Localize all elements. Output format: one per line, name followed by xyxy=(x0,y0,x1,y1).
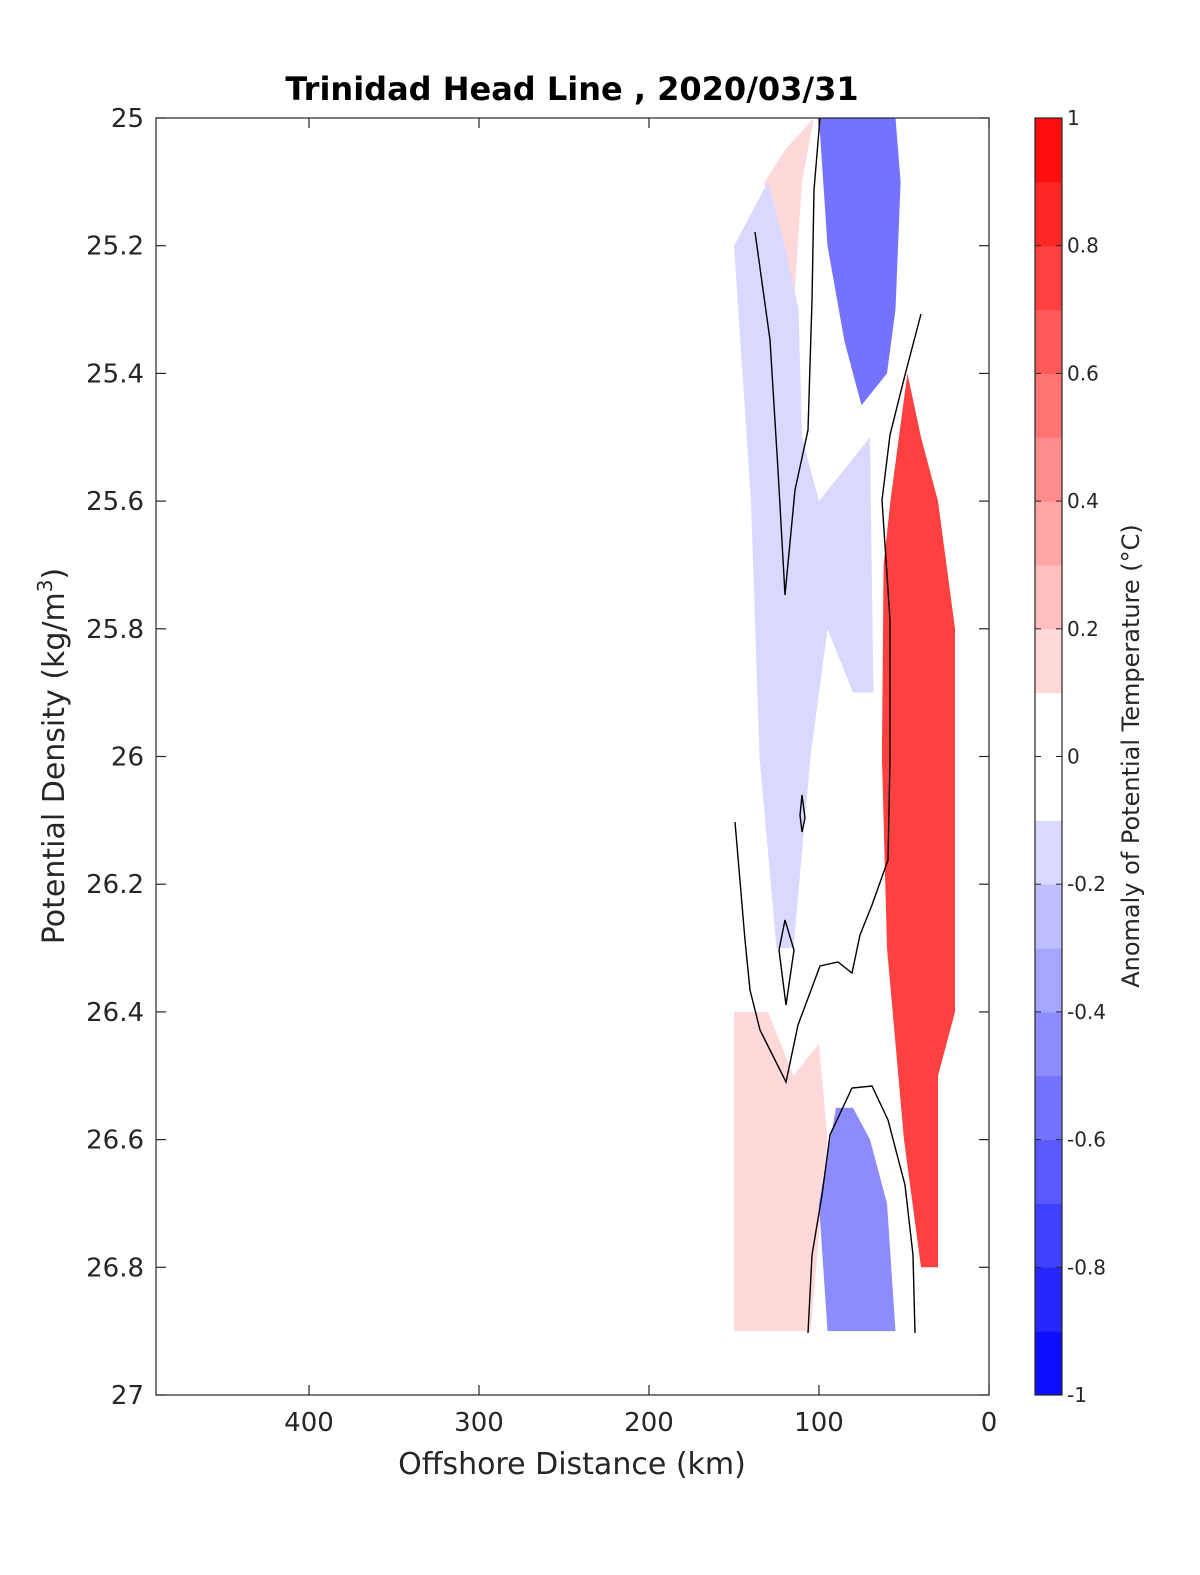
y-tick-label: 26.4 xyxy=(86,998,144,1028)
y-axis-title-main: Potential Density (kg/m xyxy=(37,592,72,944)
zero-contour-offshore xyxy=(754,118,821,596)
colorbar-segment xyxy=(1035,181,1062,247)
colorbar-tick-label: -0.4 xyxy=(1067,1000,1106,1024)
colorbar-segment xyxy=(1035,501,1062,566)
colorbar-segment xyxy=(1035,1203,1062,1268)
colorbar-segment xyxy=(1035,628,1062,694)
x-tick-label: 400 xyxy=(284,1408,334,1438)
zero-contour-lines xyxy=(734,118,922,1334)
colorbar-segment xyxy=(1035,118,1062,183)
colorbar-title: Anomaly of Potential Temperature (°C) xyxy=(1117,524,1145,988)
colorbar-segment xyxy=(1035,948,1062,1013)
colorbar-segment xyxy=(1035,820,1062,885)
colorbar-tick-label: 0.2 xyxy=(1067,617,1099,641)
y-tick-label: 26.6 xyxy=(86,1126,144,1156)
anomaly-region-1 xyxy=(881,373,955,1268)
colorbar-tick-label: -1 xyxy=(1067,1383,1087,1407)
colorbar-tick-label: 0.6 xyxy=(1067,361,1099,385)
y-axis-title-close: ) xyxy=(37,568,72,580)
y-tick-label: 25.4 xyxy=(86,359,144,389)
colorbar-segment xyxy=(1035,692,1062,757)
colorbar-ticks: 1 0.8 0.6 0.4 0.2 0 -0.2 -0.4 -0.6 -0.8 -1 xyxy=(1035,106,1106,1407)
colorbar-segment xyxy=(1035,437,1062,502)
colorbar-segment xyxy=(1035,309,1062,374)
colorbar-segment xyxy=(1035,564,1062,630)
y-tick-label: 26 xyxy=(111,743,144,773)
colorbar-segment xyxy=(1035,1075,1062,1141)
colorbar-tick-label: -0.2 xyxy=(1067,872,1106,896)
chart-title: Trinidad Head Line , 2020/03/31 xyxy=(285,70,858,108)
colorbar-tick-label: 0 xyxy=(1067,745,1080,769)
colorbar xyxy=(1034,117,1063,1396)
colorbar-segment xyxy=(1035,245,1062,311)
x-axis-ticks: 400 300 200 100 0 xyxy=(284,118,997,1438)
y-tick-label: 25.2 xyxy=(86,232,144,262)
anomaly-region-2 xyxy=(734,1011,828,1332)
x-tick-label: 0 xyxy=(981,1408,998,1438)
zero-contour-loop-a xyxy=(778,919,795,1006)
y-axis-ticks: 25 25.2 25.4 25.6 25.8 26 26.2 26.4 26.6 26.8 27 xyxy=(86,104,989,1411)
colorbar-segment xyxy=(1035,1139,1062,1204)
colorbar-segment xyxy=(1035,1011,1062,1077)
colorbar-tick-label: 0.8 xyxy=(1067,234,1099,258)
zero-contour-deep xyxy=(807,1085,916,1334)
y-axis-title: Potential Density (kg/m3) xyxy=(33,568,72,944)
colorbar-tick-label: 1 xyxy=(1067,106,1080,130)
colorbar-tick-label: -0.6 xyxy=(1067,1128,1106,1152)
colorbar-tick-label: 0.4 xyxy=(1067,489,1099,513)
y-axis-title-superscript: 3 xyxy=(33,579,57,592)
anomaly-region-5 xyxy=(734,181,874,949)
y-tick-label: 25 xyxy=(111,104,144,134)
y-tick-label: 26.8 xyxy=(86,1253,144,1283)
y-tick-label: 25.8 xyxy=(86,615,144,645)
colorbar-tick-label: -0.8 xyxy=(1067,1255,1106,1279)
x-tick-label: 300 xyxy=(454,1408,504,1438)
y-tick-label: 27 xyxy=(111,1381,144,1411)
y-tick-label: 26.2 xyxy=(86,870,144,900)
x-tick-label: 100 xyxy=(794,1408,844,1438)
colorbar-segment xyxy=(1035,1331,1062,1396)
colorbar-segment xyxy=(1035,373,1062,438)
colorbar-segment xyxy=(1035,756,1062,821)
zero-contour-nearshore xyxy=(734,313,922,1085)
colorbar-segment xyxy=(1035,1267,1062,1332)
anomaly-region-6 xyxy=(819,1107,896,1332)
anomaly-field xyxy=(734,118,955,1332)
anomaly-region-4 xyxy=(819,118,901,406)
x-tick-label: 200 xyxy=(624,1408,674,1438)
zero-contour-loop-b xyxy=(799,794,806,833)
y-tick-label: 25.6 xyxy=(86,487,144,517)
colorbar-segment xyxy=(1035,884,1062,949)
x-axis-title: Offshore Distance (km) xyxy=(398,1447,746,1482)
